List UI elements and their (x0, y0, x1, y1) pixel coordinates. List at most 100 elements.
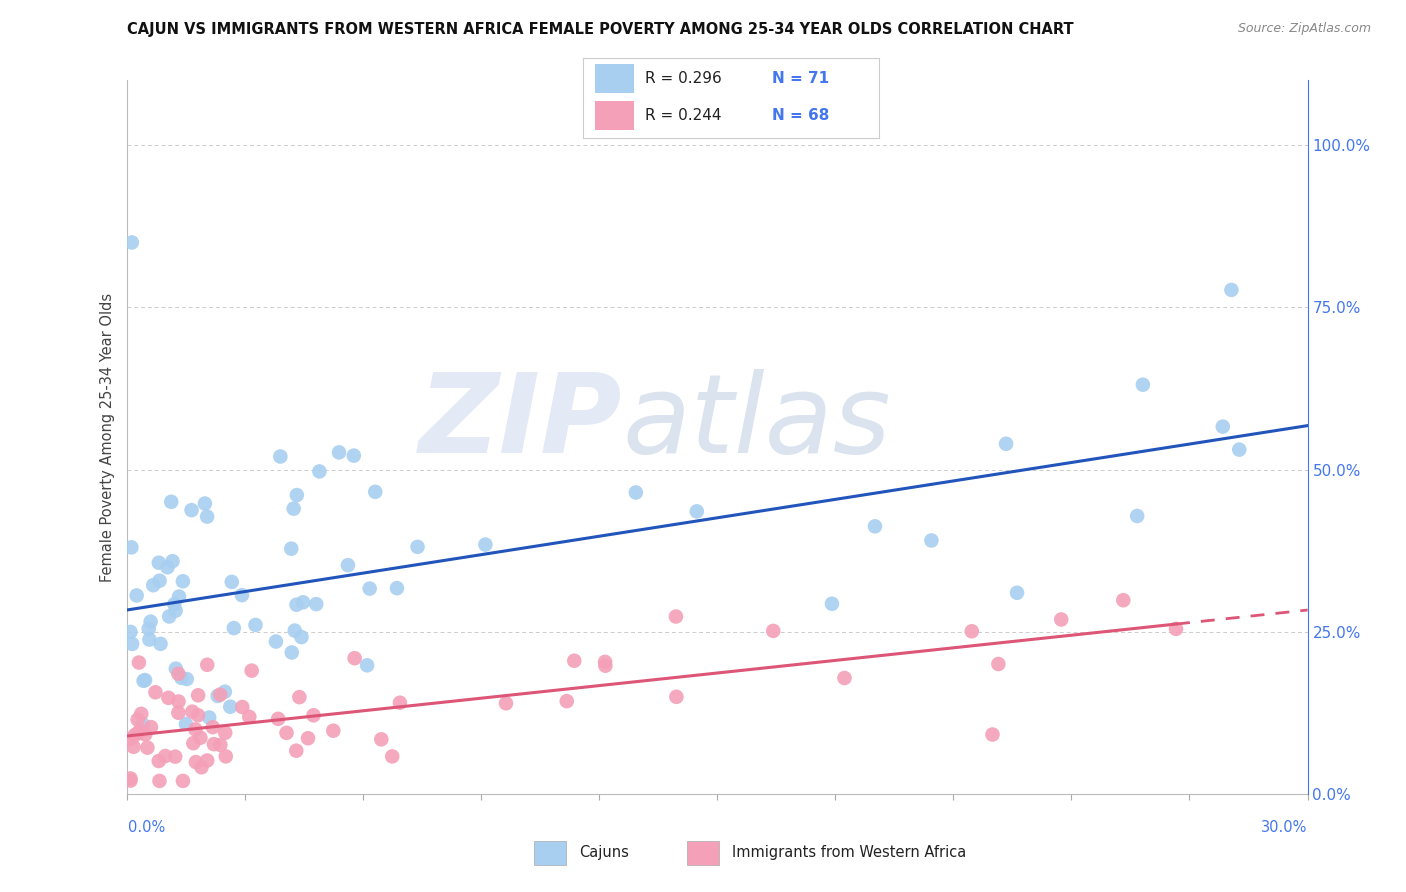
Point (221, 574, 243, 589)
Point (1164, 622, 1187, 636)
Text: Cajuns: Cajuns (579, 846, 628, 860)
Text: N = 71: N = 71 (772, 70, 830, 86)
Text: 30.0%: 30.0% (1261, 821, 1308, 835)
Text: R = 0.244: R = 0.244 (645, 108, 723, 123)
Point (134, 673, 156, 687)
Point (285, 744, 308, 758)
Point (285, 488, 308, 502)
Point (1005, 586, 1028, 600)
Point (165, 604, 187, 618)
Point (474, 537, 496, 551)
Point (165, 662, 187, 676)
Text: R = 0.296: R = 0.296 (645, 70, 723, 86)
Point (139, 720, 162, 734)
Point (207, 689, 229, 703)
Point (165, 749, 187, 764)
Point (121, 235, 143, 250)
Text: Immigrants from Western Africa: Immigrants from Western Africa (733, 846, 966, 860)
Bar (534, 841, 565, 864)
Point (328, 445, 350, 459)
Point (167, 590, 190, 604)
Point (1126, 508, 1149, 523)
Point (214, 684, 236, 698)
Point (194, 496, 217, 510)
Text: atlas: atlas (623, 369, 891, 476)
Point (595, 658, 617, 673)
Point (129, 723, 152, 738)
Point (308, 465, 330, 479)
Point (155, 749, 177, 764)
Point (120, 773, 142, 788)
Point (593, 655, 616, 669)
Point (381, 749, 404, 764)
Point (1220, 283, 1243, 297)
Point (134, 727, 156, 741)
Point (127, 725, 149, 739)
Point (987, 657, 1010, 671)
Point (288, 690, 311, 705)
Point (183, 736, 205, 750)
Point (960, 624, 983, 639)
Point (280, 541, 302, 556)
Point (157, 690, 180, 705)
Point (195, 509, 218, 524)
Point (198, 710, 221, 724)
Point (181, 705, 204, 719)
Point (170, 671, 193, 685)
Point (231, 588, 253, 602)
Point (370, 732, 392, 747)
Point (240, 664, 263, 678)
Point (665, 609, 688, 624)
Point (195, 657, 218, 672)
Point (163, 597, 186, 611)
Point (195, 754, 218, 768)
Point (125, 589, 148, 603)
Point (209, 688, 232, 702)
Point (834, 671, 856, 685)
Point (302, 708, 325, 723)
Point (162, 554, 184, 568)
Point (359, 582, 381, 596)
Point (129, 706, 152, 721)
Point (305, 597, 328, 611)
Point (180, 503, 202, 517)
Point (167, 694, 190, 708)
Point (281, 645, 304, 659)
Point (157, 609, 180, 624)
Point (172, 773, 194, 788)
Point (264, 634, 287, 648)
Point (292, 595, 315, 609)
Y-axis label: Female Poverty Among 25-34 Year Olds: Female Poverty Among 25-34 Year Olds (100, 293, 115, 582)
Point (686, 504, 709, 518)
Point (124, 728, 146, 742)
Point (283, 501, 305, 516)
Point (184, 755, 207, 769)
Point (1212, 419, 1234, 434)
Point (127, 713, 149, 727)
Point (190, 731, 212, 745)
Point (222, 621, 245, 635)
Point (132, 673, 155, 688)
Bar (595, 102, 634, 130)
Bar (595, 63, 634, 93)
Text: Source: ZipAtlas.com: Source: ZipAtlas.com (1237, 22, 1371, 36)
Point (136, 740, 159, 755)
Point (1112, 593, 1135, 607)
Point (184, 723, 207, 737)
Point (290, 630, 312, 644)
Point (863, 519, 886, 533)
Point (214, 725, 236, 739)
Point (495, 696, 517, 710)
Point (1132, 377, 1154, 392)
Point (148, 574, 170, 588)
Point (297, 731, 319, 746)
Bar (688, 841, 718, 864)
Point (238, 710, 260, 724)
Point (1227, 442, 1250, 457)
Point (120, 541, 142, 555)
Point (167, 706, 190, 720)
Point (145, 685, 167, 699)
Point (231, 700, 253, 714)
Point (176, 672, 198, 686)
Point (209, 738, 232, 752)
